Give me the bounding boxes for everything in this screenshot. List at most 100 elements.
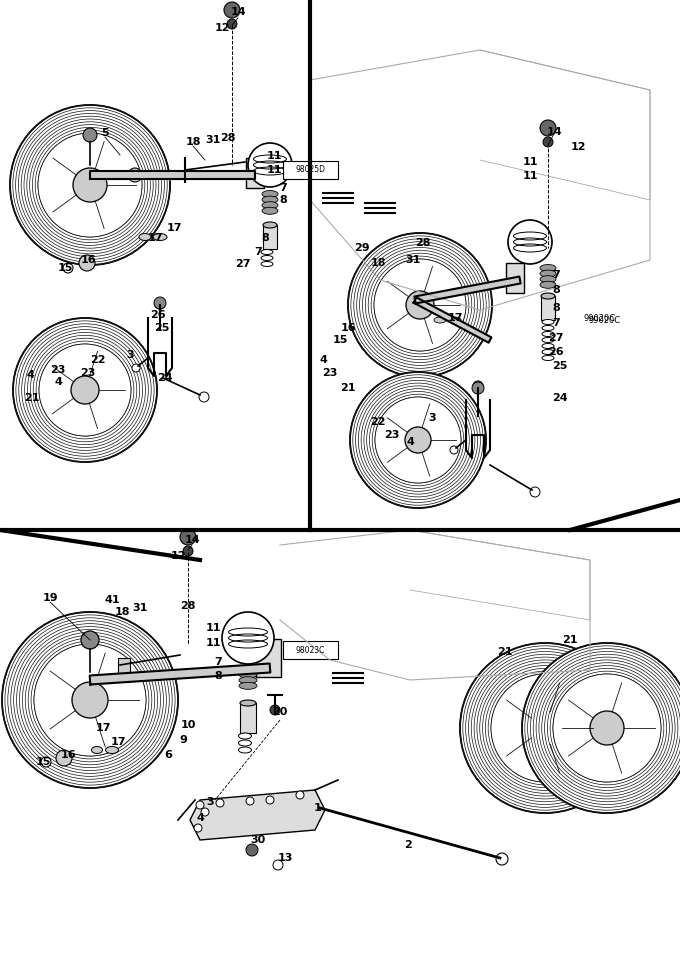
Circle shape <box>528 711 562 745</box>
Bar <box>506 263 524 293</box>
Bar <box>256 639 281 677</box>
Circle shape <box>406 291 434 319</box>
Text: 17: 17 <box>447 313 463 323</box>
Polygon shape <box>90 171 255 179</box>
Circle shape <box>38 133 142 237</box>
Bar <box>283 161 338 179</box>
Bar <box>246 158 264 188</box>
Text: 24: 24 <box>157 373 173 383</box>
Ellipse shape <box>139 233 151 240</box>
Circle shape <box>450 446 458 454</box>
Ellipse shape <box>262 191 278 197</box>
Ellipse shape <box>542 350 554 355</box>
Text: 9: 9 <box>179 735 187 745</box>
Text: 15: 15 <box>333 335 347 345</box>
Ellipse shape <box>542 320 554 325</box>
Text: 24: 24 <box>552 393 568 403</box>
Text: 15: 15 <box>57 263 73 273</box>
Circle shape <box>183 546 193 556</box>
Text: 31: 31 <box>205 135 221 145</box>
Text: 17: 17 <box>95 723 111 733</box>
Text: 21: 21 <box>562 635 578 645</box>
Ellipse shape <box>261 250 273 255</box>
Text: 27: 27 <box>548 333 564 343</box>
Text: 23: 23 <box>80 368 96 378</box>
Circle shape <box>199 392 209 402</box>
Text: 4: 4 <box>319 355 327 365</box>
Ellipse shape <box>540 281 556 289</box>
Text: 8: 8 <box>261 233 269 243</box>
Circle shape <box>39 344 131 436</box>
Text: 7: 7 <box>214 657 222 667</box>
Polygon shape <box>190 790 325 840</box>
Circle shape <box>128 168 142 182</box>
Text: 3: 3 <box>206 797 214 807</box>
Text: 11: 11 <box>205 638 221 648</box>
Text: 18: 18 <box>185 137 201 147</box>
Ellipse shape <box>262 202 278 209</box>
Circle shape <box>540 120 556 136</box>
Circle shape <box>530 487 540 497</box>
Circle shape <box>590 711 624 745</box>
Ellipse shape <box>105 746 118 753</box>
Text: 12: 12 <box>170 551 186 561</box>
Ellipse shape <box>239 740 252 746</box>
Text: 6: 6 <box>164 750 172 760</box>
Circle shape <box>496 853 508 865</box>
Text: 12: 12 <box>571 142 585 152</box>
Text: 26: 26 <box>150 310 166 320</box>
Text: 22: 22 <box>90 355 106 365</box>
Circle shape <box>72 682 108 718</box>
Ellipse shape <box>541 293 555 299</box>
Text: 20: 20 <box>272 707 288 717</box>
Circle shape <box>56 750 72 766</box>
Ellipse shape <box>239 747 252 753</box>
Circle shape <box>522 643 680 813</box>
Circle shape <box>473 381 483 391</box>
Circle shape <box>155 299 165 309</box>
Ellipse shape <box>239 677 257 683</box>
Ellipse shape <box>261 256 273 260</box>
Text: 11: 11 <box>267 165 282 175</box>
Text: 8: 8 <box>552 285 560 295</box>
Circle shape <box>350 372 486 508</box>
Circle shape <box>73 168 107 202</box>
Text: 22: 22 <box>370 417 386 427</box>
Circle shape <box>296 791 304 799</box>
Circle shape <box>348 233 492 377</box>
Text: 99020C: 99020C <box>584 314 616 323</box>
Text: 25: 25 <box>154 323 170 333</box>
Circle shape <box>83 128 97 142</box>
Circle shape <box>248 143 292 187</box>
Text: 21: 21 <box>340 383 356 393</box>
Polygon shape <box>90 664 270 684</box>
Circle shape <box>194 824 202 832</box>
Text: 4: 4 <box>26 370 34 380</box>
Text: 3: 3 <box>428 413 436 423</box>
Text: 10: 10 <box>180 720 196 730</box>
Text: 41: 41 <box>104 595 120 605</box>
Bar <box>263 225 277 249</box>
Text: 14: 14 <box>184 535 200 545</box>
Ellipse shape <box>261 261 273 266</box>
Text: 28: 28 <box>220 133 236 143</box>
Circle shape <box>508 220 552 264</box>
Text: 31: 31 <box>133 603 148 613</box>
Text: 26: 26 <box>548 347 564 357</box>
Text: 98025D: 98025D <box>295 165 325 175</box>
Text: 11: 11 <box>267 151 282 161</box>
Circle shape <box>63 263 73 273</box>
Text: 4: 4 <box>406 437 414 447</box>
Text: 11: 11 <box>522 171 538 181</box>
Circle shape <box>374 259 466 351</box>
Ellipse shape <box>542 343 554 349</box>
Text: 7: 7 <box>254 247 262 257</box>
Circle shape <box>71 376 99 404</box>
Text: 23: 23 <box>322 368 338 378</box>
Circle shape <box>216 799 224 807</box>
Ellipse shape <box>239 682 257 689</box>
Polygon shape <box>413 297 492 343</box>
Text: 7: 7 <box>552 318 560 328</box>
Ellipse shape <box>449 317 461 323</box>
Text: 15: 15 <box>35 757 51 767</box>
